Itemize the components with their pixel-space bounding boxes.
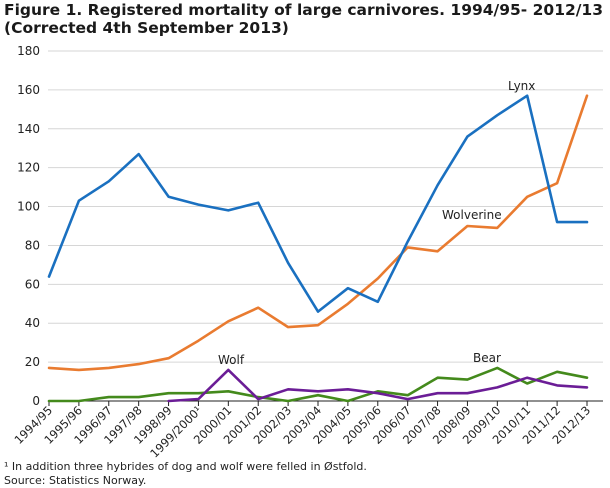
series-line-wolf bbox=[167, 368, 589, 403]
source-text: Source: Statistics Norway. bbox=[4, 474, 147, 487]
y-tick-label: 100 bbox=[17, 200, 40, 214]
footnote-text: ¹ In addition three hybrides of dog and … bbox=[4, 460, 367, 473]
footnote-block: ¹ In addition three hybrides of dog and … bbox=[4, 460, 367, 488]
series-label-wolverine: Wolverine bbox=[442, 208, 502, 222]
series-line-wolverine bbox=[47, 94, 589, 372]
y-tick-label: 20 bbox=[25, 355, 40, 369]
y-tick-label: 40 bbox=[25, 316, 40, 330]
line-chart: 0204060801001201401601801994/951995/9619… bbox=[11, 44, 603, 460]
y-tick-label: 0 bbox=[32, 394, 40, 408]
figure-title: Figure 1. Registered mortality of large … bbox=[4, 1, 603, 37]
series-label-bear: Bear bbox=[473, 351, 501, 365]
y-tick-label: 60 bbox=[25, 277, 40, 291]
y-tick-label: 140 bbox=[17, 122, 40, 136]
series-line-lynx bbox=[47, 94, 589, 313]
title-line-1: Figure 1. Registered mortality of large … bbox=[4, 1, 603, 19]
y-tick-label: 120 bbox=[17, 161, 40, 175]
y-tick-label: 80 bbox=[25, 238, 40, 252]
series-label-lynx: Lynx bbox=[508, 79, 535, 93]
y-tick-label: 180 bbox=[17, 44, 40, 58]
series-label-wolf: Wolf bbox=[218, 353, 245, 367]
title-line-2: (Corrected 4th September 2013) bbox=[4, 19, 289, 37]
y-tick-label: 160 bbox=[17, 83, 40, 97]
series-line-bear bbox=[47, 366, 589, 403]
